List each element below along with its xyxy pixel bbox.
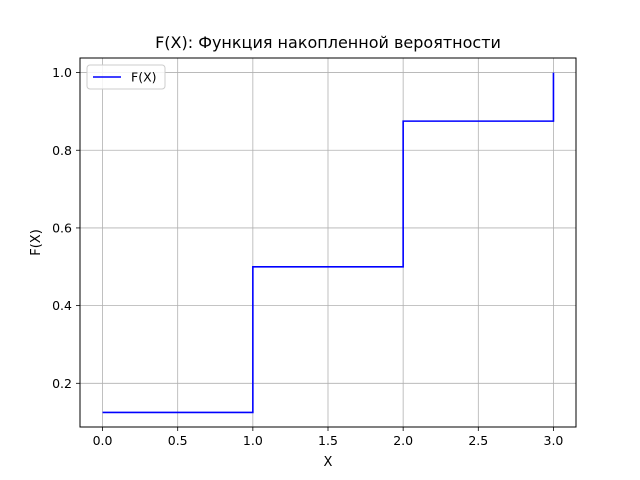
x-tick-label: 2.5 <box>468 433 488 448</box>
y-axis-label: F(X) <box>29 229 44 256</box>
y-tick-label: 1.0 <box>52 65 72 80</box>
legend: F(X) <box>86 64 166 90</box>
series-line <box>102 72 555 414</box>
x-tick-label: 1.5 <box>318 433 338 448</box>
chart-title: F(X): Функция накопленной вероятности <box>155 33 501 52</box>
y-tick-label: 0.6 <box>52 220 72 235</box>
x-tick-label: 2.0 <box>393 433 413 448</box>
legend-entry: F(X) <box>131 70 157 85</box>
grid <box>80 58 576 427</box>
x-tick-label: 3.0 <box>544 433 564 448</box>
x-tick-label: 0.0 <box>93 433 113 448</box>
y-tick-label: 0.4 <box>52 298 72 313</box>
x-tick-label: 1.0 <box>243 433 263 448</box>
x-tick-label: 0.5 <box>168 433 188 448</box>
y-tick-label: 0.8 <box>52 143 72 158</box>
series-layer <box>102 72 555 414</box>
y-axis: 0.2 0.4 0.6 0.8 1.0 <box>52 65 80 391</box>
x-axis: 0.0 0.5 1.0 1.5 2.0 2.5 3.0 <box>93 427 564 448</box>
x-axis-label: X <box>324 455 333 470</box>
y-tick-label: 0.2 <box>52 376 72 391</box>
legend-box <box>86 64 166 90</box>
